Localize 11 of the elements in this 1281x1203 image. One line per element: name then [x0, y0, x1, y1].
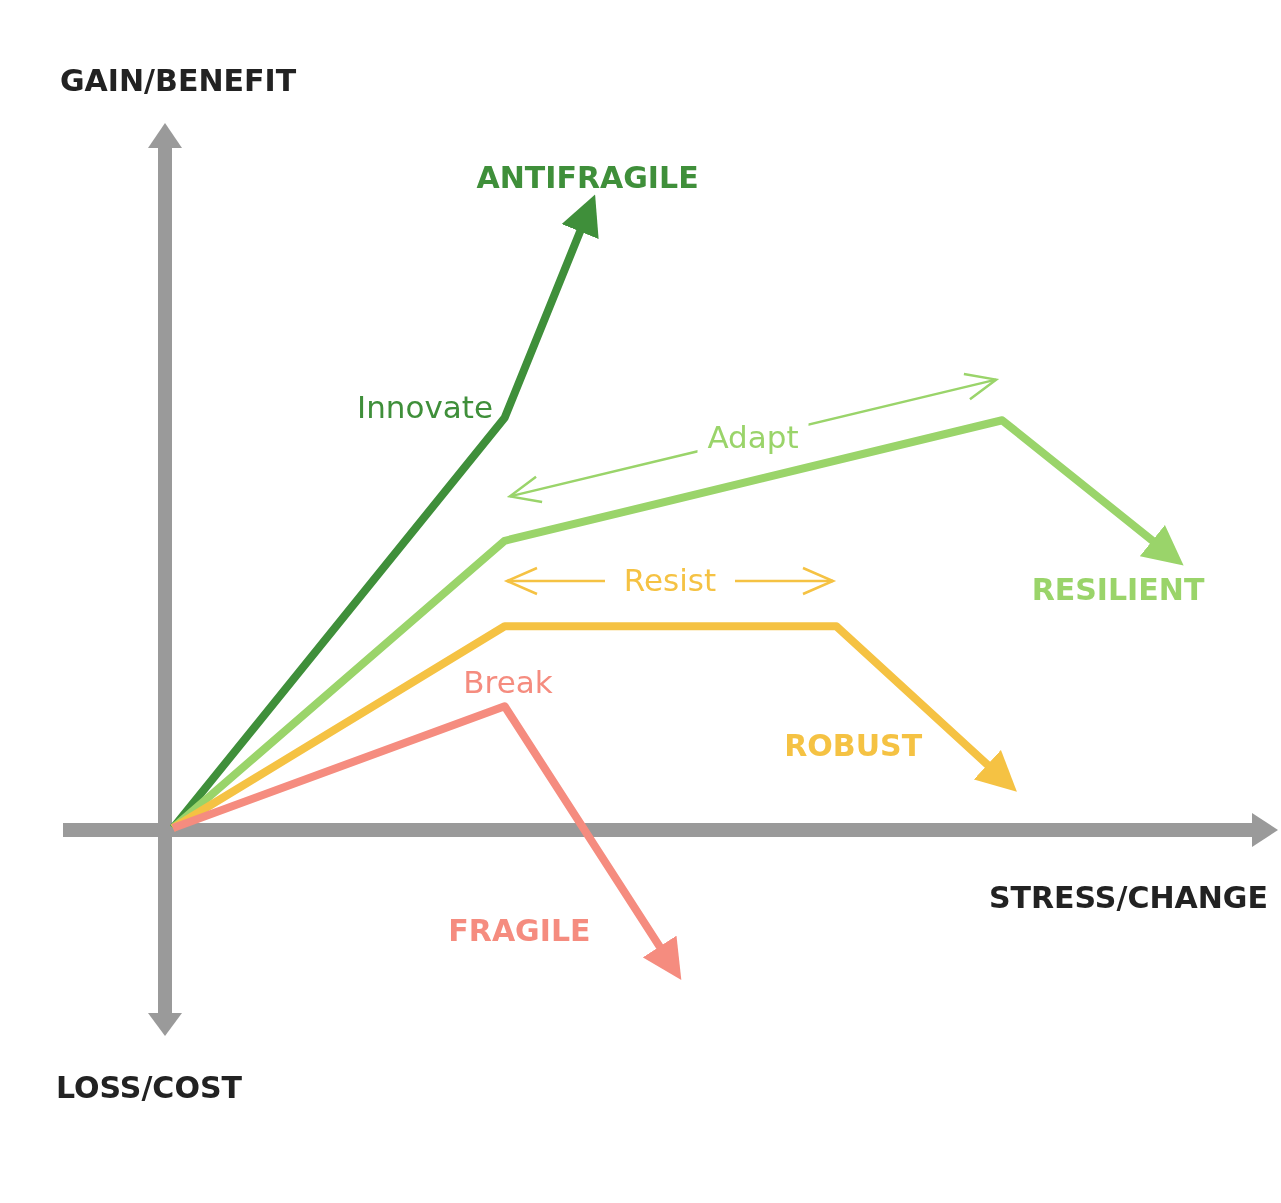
series-label: ANTIFRAGILE: [476, 160, 699, 195]
annotation: Innovate: [357, 389, 493, 425]
y-axis-title: GAIN/BENEFIT: [60, 63, 297, 98]
text: LOSS/COST: [56, 1070, 243, 1105]
annotation: Adapt: [707, 419, 799, 455]
series-label: FRAGILE: [448, 913, 591, 949]
annotation: Break: [463, 664, 553, 700]
series-label: ROBUST: [784, 728, 923, 764]
x-axis-title: STRESS/CHANGE: [988, 880, 1268, 915]
series-label: RESILIENT: [1031, 572, 1205, 608]
annotation: Resist: [623, 562, 717, 598]
